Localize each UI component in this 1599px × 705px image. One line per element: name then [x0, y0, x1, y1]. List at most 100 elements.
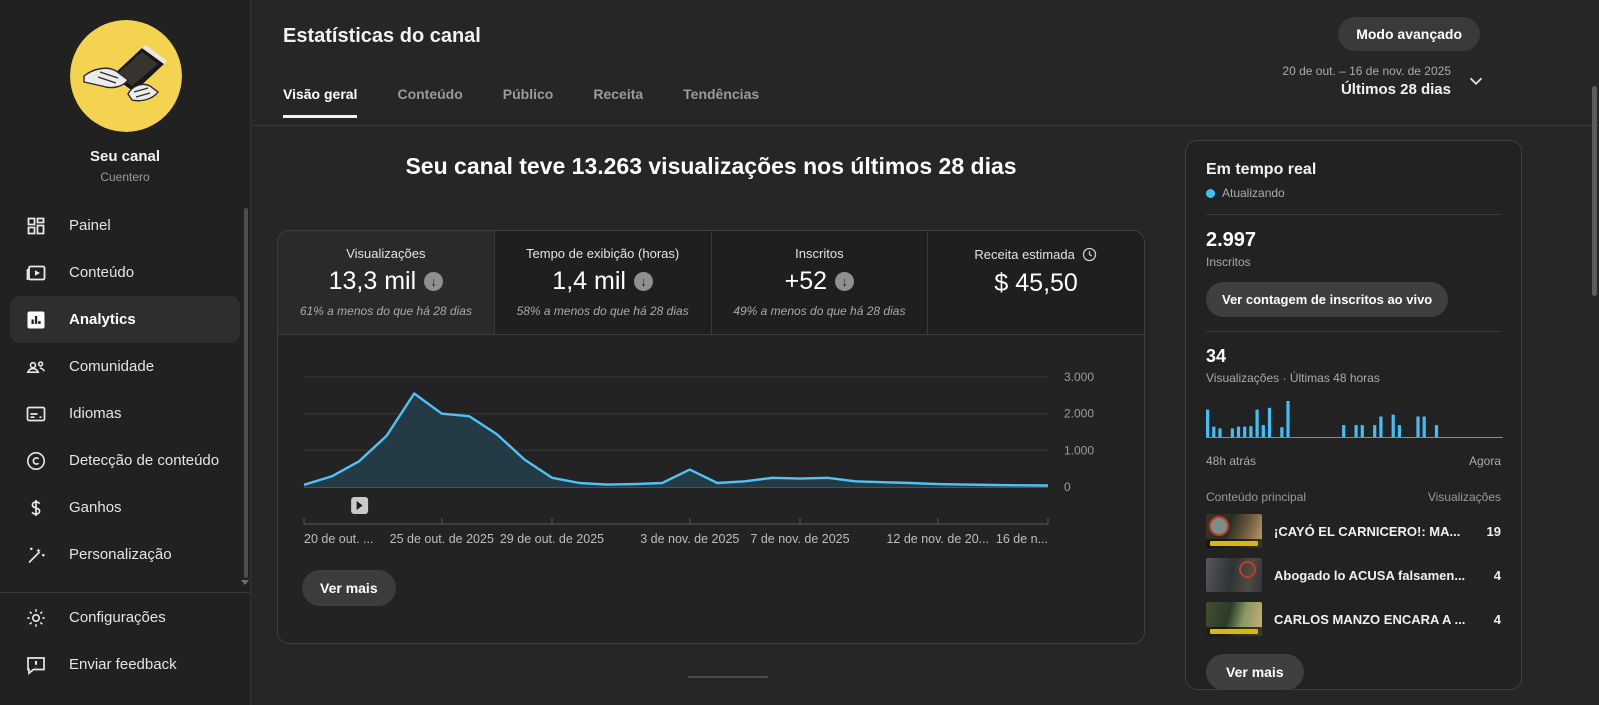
svg-text:2.000: 2.000 [1064, 407, 1094, 421]
svg-text:12 de nov. de 20...: 12 de nov. de 20... [886, 532, 989, 546]
stat-value: 1,4 mil [552, 267, 626, 295]
views-area-chart: 3.000 2.000 1.000 0 20 de out. ... 25 de out.… [303, 370, 1094, 546]
video-publish-marker[interactable] [351, 497, 369, 514]
channel-name: Seu canal [89, 148, 161, 165]
realtime-see-more-button[interactable]: Ver mais [1206, 654, 1304, 690]
svg-text:25 de out. de 2025: 25 de out. de 2025 [390, 532, 494, 546]
sidebar-item-label: Analytics [69, 311, 136, 328]
sidebar-item-personaliza-o[interactable]: Personalização [0, 531, 250, 578]
page-scrollbar[interactable] [1592, 86, 1597, 296]
main-content: Estatísticas do canal Visão geral Conteúd… [252, 0, 1599, 705]
realtime-status: Atualizando [1206, 186, 1501, 200]
stat-strip: Visualizações 13,3 mil ↓ 61% a menos do que… [278, 231, 1144, 335]
sidebar-item-label: Detecção de conteúdo [69, 452, 220, 469]
stat-delta: 49% a menos do que há 28 dias [733, 304, 906, 318]
sidebar-scroll-down-arrow[interactable] [241, 580, 249, 585]
stat-label: Visualizações [346, 246, 426, 261]
sidebar-item-idiomas[interactable]: Idiomas [0, 390, 250, 437]
channel-avatar[interactable] [70, 20, 182, 132]
tab-tend-ncias[interactable]: Tendências [683, 86, 760, 102]
stat-delta: 61% a menos do que há 28 dias [299, 304, 472, 318]
realtime-divider [1206, 331, 1501, 332]
stat-delta: 58% a menos do que há 28 dias [516, 304, 689, 318]
overview-card: Visualizações 13,3 mil ↓ 61% a menos do que… [277, 230, 1145, 644]
stat-label: Receita estimada [974, 247, 1075, 262]
subscriber-count: 2.997 [1206, 229, 1257, 251]
views-bar-sparkline [1206, 401, 1503, 438]
sidebar-item-comunidade[interactable]: Comunidade [0, 343, 250, 390]
stat-card-visualiza-es[interactable]: Visualizações 13,3 mil ↓ 61% a menos do que… [278, 231, 495, 334]
analytics-tabs: Visão geral Conteúdo Público Receita Tendênc… [283, 86, 759, 118]
sidebar-divider [0, 592, 250, 593]
svg-text:1.000: 1.000 [1064, 443, 1094, 457]
video-thumbnail [1206, 514, 1262, 548]
svg-text:7 de nov. de 2025: 7 de nov. de 2025 [750, 532, 849, 546]
sidebar-item-configura-es[interactable]: Configurações [0, 594, 250, 641]
stat-card-tempo-de-exibi-o-horas-[interactable]: Tempo de exibição (horas) 1,4 mil ↓ 58% a m… [494, 231, 712, 334]
realtime-views-count: 34 [1206, 346, 1227, 366]
realtime-divider [1206, 214, 1501, 215]
video-thumbnail [1206, 558, 1262, 592]
trend-down-icon: ↓ [835, 272, 855, 291]
sidebar-item-label: Conteúdo [69, 264, 135, 281]
subtitles-icon [24, 402, 48, 426]
stat-value: +52 [784, 267, 828, 295]
tab-vis-o-geral[interactable]: Visão geral [283, 86, 358, 118]
video-views: 4 [1493, 567, 1501, 583]
chevron-down-icon[interactable] [1465, 70, 1487, 92]
views-chart: 3.000 2.000 1.000 0 20 de out. ... 25 de out.… [302, 359, 1120, 560]
stat-card-inscritos[interactable]: Inscritos +52 ↓ 49% a menos do que há 28 di… [711, 231, 929, 334]
sidebar-item-detec-o-de-conte-do[interactable]: Detecção de conteúdo [0, 437, 250, 484]
sidebar-item-painel[interactable]: Painel [0, 202, 250, 249]
sidebar-scrollbar[interactable] [244, 208, 248, 578]
analytics-icon [24, 308, 48, 332]
earnings-icon [24, 496, 48, 520]
top-content-row[interactable]: CARLOS MANZO ENCARA A ... 4 [1206, 602, 1501, 636]
trend-down-icon: ↓ [424, 272, 444, 291]
sidebar-menu: Painel Conteúdo Analytics Comunidade Idiomas… [0, 202, 250, 578]
live-dot-icon [1206, 188, 1215, 198]
video-thumbnail [1206, 602, 1262, 636]
date-preset-text: Últimos 28 dias [1340, 81, 1451, 98]
sidebar-item-label: Comunidade [69, 358, 155, 375]
video-views: 19 [1486, 523, 1501, 539]
trend-down-icon: ↓ [633, 272, 653, 291]
video-views: 4 [1493, 611, 1501, 627]
sidebar: Seu canal Cuentero Painel Conteúdo Analyti… [0, 0, 251, 705]
svg-text:3 de nov. de 2025: 3 de nov. de 2025 [640, 532, 739, 546]
stat-value: $ 45,50 [994, 269, 1078, 297]
top-content-row[interactable]: ¡CAYÓ EL CARNICERO!: MA... 19 [1206, 514, 1501, 548]
dashboard-icon [24, 214, 48, 238]
stat-label: Inscritos [795, 246, 844, 261]
tab-receita[interactable]: Receita [593, 86, 644, 102]
sidebar-item-label: Idiomas [69, 405, 122, 422]
live-subscriber-count-button[interactable]: Ver contagem de inscritos ao vivo [1206, 282, 1449, 317]
tab-p-blico[interactable]: Público [502, 86, 554, 102]
top-content-row[interactable]: Abogado lo ACUSA falsamen... 4 [1206, 558, 1501, 592]
advanced-mode-button[interactable]: Modo avançado [1338, 17, 1480, 51]
svg-text:29 de out. de 2025: 29 de out. de 2025 [500, 532, 604, 546]
see-more-button[interactable]: Ver mais [302, 570, 396, 606]
top-content-header-left: Conteúdo principal [1206, 490, 1307, 504]
scroll-hint-divider [688, 676, 768, 678]
sidebar-item-conte-do[interactable]: Conteúdo [0, 249, 250, 296]
stat-label: Tempo de exibição (horas) [526, 246, 680, 261]
sidebar-item-enviar-feedback[interactable]: Enviar feedback [0, 641, 250, 688]
community-icon [24, 355, 48, 379]
realtime-card: Em tempo real Atualizando 2.997 Inscrito… [1185, 140, 1522, 690]
date-range-picker[interactable]: 20 de out. – 16 de nov. de 2025 Últimos … [1282, 64, 1487, 98]
video-title: CARLOS MANZO ENCARA A ... [1274, 611, 1466, 627]
tab-conte-do[interactable]: Conteúdo [397, 86, 463, 102]
sparkline-end-label: Agora [1468, 454, 1501, 468]
sparkline-start-label: 48h atrás [1206, 454, 1257, 468]
sidebar-item-label: Configurações [69, 609, 166, 626]
realtime-title: Em tempo real [1206, 161, 1317, 178]
sidebar-item-ganhos[interactable]: Ganhos [0, 484, 250, 531]
svg-text:20 de out. ...: 20 de out. ... [304, 532, 374, 546]
customization-icon [24, 543, 48, 567]
video-title: ¡CAYÓ EL CARNICERO!: MA... [1274, 523, 1461, 539]
channel-handle: Cuentero [100, 170, 150, 184]
stat-card-receita-estimada[interactable]: Receita estimada $ 45,50 [928, 231, 1144, 334]
sidebar-item-analytics[interactable]: Analytics [10, 296, 240, 343]
copyright-icon [24, 449, 48, 473]
